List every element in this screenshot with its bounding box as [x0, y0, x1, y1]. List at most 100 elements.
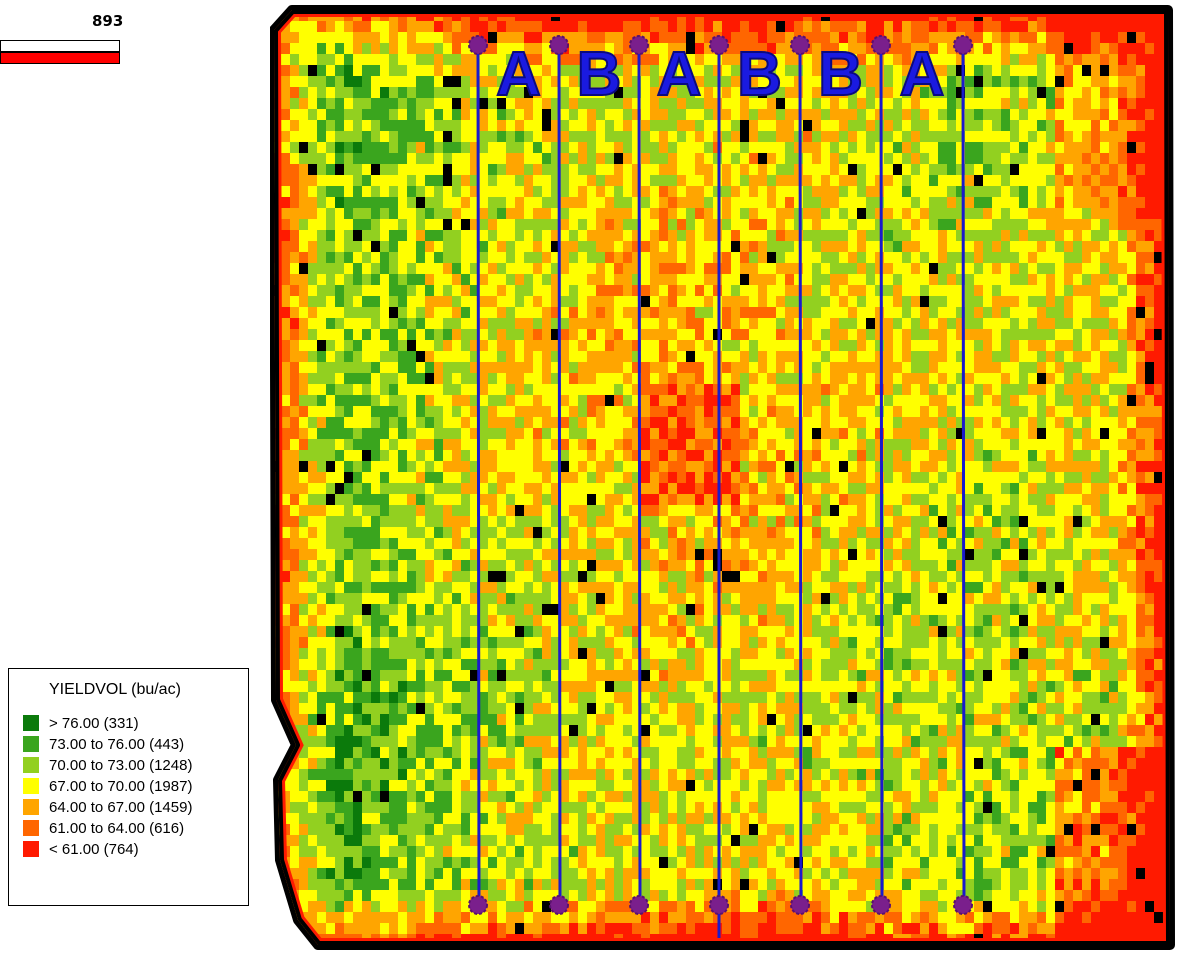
yield-cell — [929, 296, 938, 307]
yield-cell — [497, 219, 506, 230]
yield-cell — [353, 175, 362, 186]
yield-cell — [596, 307, 605, 318]
yield-cell — [1019, 483, 1028, 494]
yield-cell — [470, 263, 479, 274]
yield-cell — [650, 43, 659, 54]
yield-cell — [677, 98, 686, 109]
yield-cell — [974, 21, 983, 32]
yield-cell — [371, 505, 380, 516]
yield-cell — [434, 219, 443, 230]
yield-cell — [1037, 472, 1046, 483]
yield-cell — [1127, 516, 1136, 527]
yield-cell — [695, 428, 704, 439]
yield-cell — [578, 175, 587, 186]
yield-cell — [1136, 384, 1145, 395]
yield-cell — [1145, 32, 1154, 43]
yield-cell — [308, 252, 317, 263]
yield-cell — [452, 153, 461, 164]
yield-cell — [785, 208, 794, 219]
yield-cell — [569, 76, 578, 87]
yield-cell — [695, 516, 704, 527]
yield-cell — [902, 439, 911, 450]
yield-cell — [857, 472, 866, 483]
yield-cell — [488, 175, 497, 186]
yield-cell — [1127, 142, 1136, 153]
yield-cell — [380, 406, 389, 417]
yield-cell — [398, 87, 407, 98]
yield-cell — [281, 362, 290, 373]
yield-cell — [542, 450, 551, 461]
yield-cell — [344, 65, 353, 76]
yield-cell — [758, 54, 767, 65]
yield-cell — [731, 164, 740, 175]
yield-cell — [659, 98, 668, 109]
yield-cell — [956, 516, 965, 527]
yield-cell — [425, 131, 434, 142]
yield-cell — [317, 351, 326, 362]
yield-cell — [497, 296, 506, 307]
yield-cell — [353, 472, 362, 483]
yield-cell — [893, 340, 902, 351]
yield-cell — [416, 296, 425, 307]
yield-cell — [506, 384, 515, 395]
yield-cell — [479, 164, 488, 175]
yield-cell — [965, 241, 974, 252]
yield-cell — [335, 384, 344, 395]
yield-cell — [722, 87, 731, 98]
yield-cell — [560, 505, 569, 516]
yield-cell — [704, 208, 713, 219]
yield-cell — [731, 120, 740, 131]
yield-cell — [488, 32, 497, 43]
yield-cell — [974, 483, 983, 494]
yield-cell — [1145, 538, 1154, 549]
yield-cell — [821, 164, 830, 175]
yield-cell — [722, 241, 731, 252]
yield-cell — [623, 131, 632, 142]
yield-cell — [344, 186, 353, 197]
yield-cell — [434, 241, 443, 252]
yield-cell — [686, 274, 695, 285]
yield-cell — [452, 54, 461, 65]
yield-cell — [587, 351, 596, 362]
yield-cell — [866, 428, 875, 439]
yield-cell — [1136, 241, 1145, 252]
yield-cell — [470, 175, 479, 186]
yield-cell — [1037, 65, 1046, 76]
yield-cell — [785, 65, 794, 76]
yield-cell — [326, 131, 335, 142]
yield-cell — [362, 439, 371, 450]
yield-cell — [362, 109, 371, 120]
yield-cell — [740, 98, 749, 109]
yield-cell — [623, 428, 632, 439]
yield-cell — [992, 241, 1001, 252]
yield-cell — [569, 175, 578, 186]
yield-cell — [1019, 131, 1028, 142]
yield-cell — [677, 417, 686, 428]
yield-cell — [1145, 164, 1154, 175]
yield-cell — [596, 285, 605, 296]
yield-cell — [686, 175, 695, 186]
yield-cell — [1037, 329, 1046, 340]
yield-cell — [524, 362, 533, 373]
yield-cell — [884, 439, 893, 450]
yield-cell — [317, 395, 326, 406]
yield-cell — [1010, 373, 1019, 384]
yield-cell — [569, 142, 578, 153]
yield-cell — [1154, 54, 1163, 65]
yield-cell — [281, 318, 290, 329]
yield-cell — [650, 373, 659, 384]
yield-cell — [1073, 274, 1082, 285]
yield-cell — [1073, 208, 1082, 219]
yield-cell — [785, 329, 794, 340]
yield-cell — [785, 296, 794, 307]
yield-cell — [758, 406, 767, 417]
yield-cell — [605, 109, 614, 120]
yield-cell — [1091, 164, 1100, 175]
yield-cell — [722, 373, 731, 384]
yield-cell — [839, 296, 848, 307]
yield-cell — [380, 274, 389, 285]
yield-cell — [353, 54, 362, 65]
yield-cell — [515, 461, 524, 472]
